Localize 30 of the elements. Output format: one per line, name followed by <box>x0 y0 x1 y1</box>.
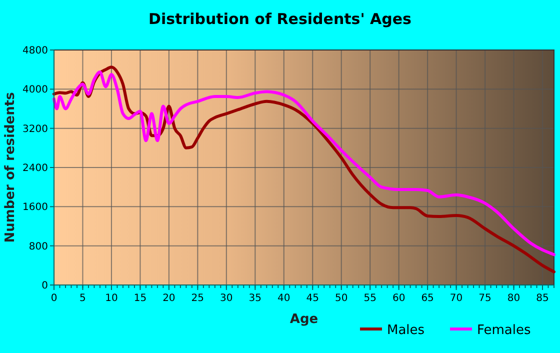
y-tick-label: 0 <box>42 280 48 292</box>
x-tick-label: 45 <box>306 293 319 304</box>
x-tick-label: 0 <box>50 293 58 304</box>
chart-title: Distribution of Residents' Ages <box>148 10 412 28</box>
x-tick-label: 5 <box>80 293 86 304</box>
y-tick-label: 4800 <box>22 46 48 56</box>
y-tick-label: 2400 <box>22 163 48 174</box>
y-axis-title: Number of residents <box>3 92 18 243</box>
y-tick-label: 4000 <box>22 84 48 96</box>
x-tick-label: 40 <box>278 293 290 304</box>
x-tick-label: 75 <box>478 293 492 304</box>
y-tick-label: 1600 <box>22 202 48 214</box>
y-tick-label: 3200 <box>22 124 48 135</box>
x-tick-label: 10 <box>105 293 118 304</box>
x-tick-label: 70 <box>450 293 463 304</box>
x-tick-label: 60 <box>392 293 406 304</box>
x-tick-label: 65 <box>421 293 434 304</box>
y-tick-label: 800 <box>28 241 48 252</box>
legend-label: Females <box>477 323 532 338</box>
x-tick-label: 35 <box>248 293 262 304</box>
x-tick-label: 50 <box>334 293 348 304</box>
x-tick-label: 30 <box>220 293 233 304</box>
x-tick-label: 80 <box>507 293 520 304</box>
x-tick-label: 25 <box>191 293 204 304</box>
x-axis-title: Age <box>290 312 318 327</box>
x-tick-label: 15 <box>134 293 147 304</box>
x-tick-label: 55 <box>364 293 376 304</box>
legend-label: Males <box>387 323 425 338</box>
x-tick-label: 20 <box>162 293 176 304</box>
x-tick-label: 85 <box>536 293 549 304</box>
